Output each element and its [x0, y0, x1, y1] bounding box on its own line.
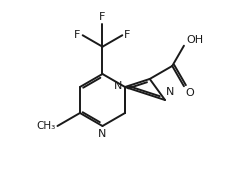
- Text: CH₃: CH₃: [36, 121, 56, 131]
- Text: F: F: [124, 30, 131, 40]
- Text: N: N: [166, 87, 174, 97]
- Text: O: O: [185, 88, 194, 98]
- Text: OH: OH: [186, 35, 203, 45]
- Text: N: N: [98, 129, 107, 139]
- Text: F: F: [74, 30, 81, 40]
- Text: F: F: [99, 12, 106, 22]
- Text: N: N: [114, 81, 122, 91]
